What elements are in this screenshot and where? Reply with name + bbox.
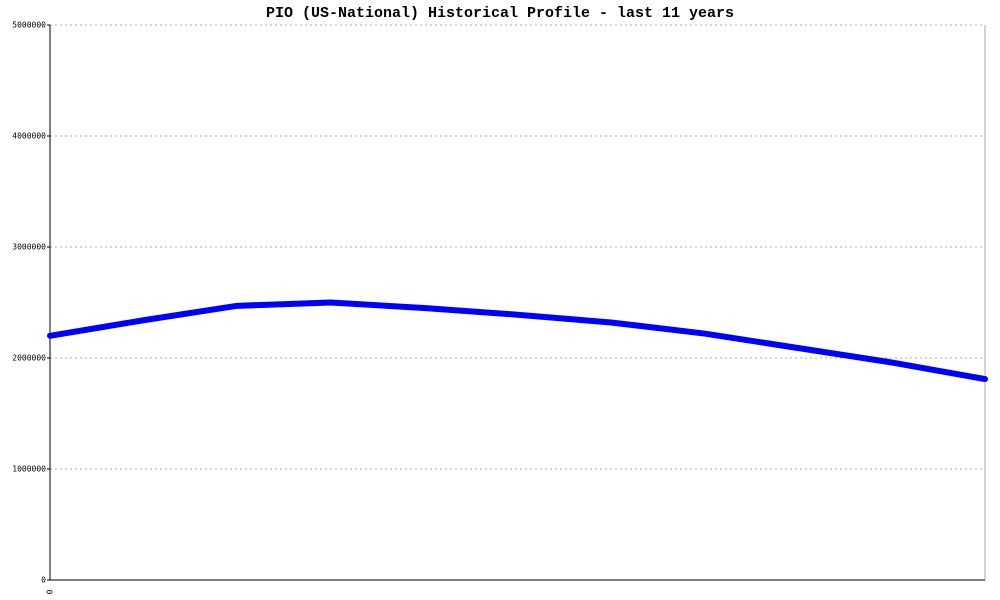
x-tick-label: 0: [46, 589, 55, 594]
y-tick-label: 5000000: [12, 21, 46, 30]
y-tick-label: 0: [41, 576, 46, 585]
y-tick-label: 3000000: [12, 243, 46, 252]
y-tick-label: 1000000: [12, 465, 46, 474]
y-tick-label: 2000000: [12, 354, 46, 363]
data-line: [47, 299, 988, 383]
y-tick-label: 4000000: [12, 132, 46, 141]
chart-title: PIO (US-National) Historical Profile - l…: [266, 5, 734, 22]
